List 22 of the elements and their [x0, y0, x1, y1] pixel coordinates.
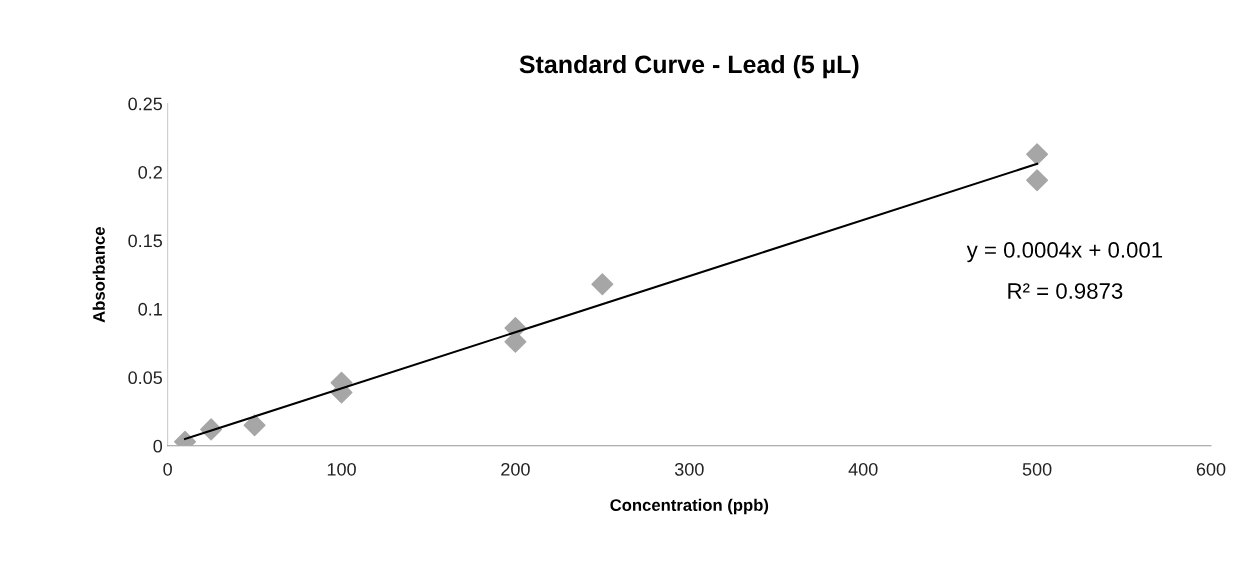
- chart-title: Standard Curve - Lead (5 µL): [519, 54, 859, 79]
- y-tick-label: 0.05: [128, 371, 163, 385]
- point: [1026, 169, 1049, 192]
- y-tick-label: 0.15: [128, 234, 163, 248]
- y-tick-label: 0.25: [128, 97, 163, 111]
- x-tick-label: 100: [327, 462, 356, 476]
- x-tick-label: 200: [501, 462, 530, 476]
- y-tick-label: 0: [153, 439, 163, 453]
- x-tick-label: 600: [1196, 462, 1226, 476]
- point: [243, 414, 266, 437]
- y-tick-label: 0.1: [138, 302, 162, 316]
- point: [1026, 143, 1049, 166]
- x-tick-label: 300: [674, 462, 704, 476]
- annotation: y = 0.0004x + 0.001: [966, 242, 1163, 263]
- annotation: R² = 0.9873: [1008, 283, 1123, 299]
- x-tick-label: 0: [163, 462, 172, 476]
- x-tick-label: 500: [1022, 462, 1052, 476]
- y-tick-label: 0.2: [138, 165, 162, 179]
- x-tick-label: 400: [848, 462, 878, 476]
- x-axis-title: Concentration (ppb): [610, 498, 769, 515]
- point: [591, 273, 614, 296]
- y-axis-title: Absorbance: [92, 227, 105, 323]
